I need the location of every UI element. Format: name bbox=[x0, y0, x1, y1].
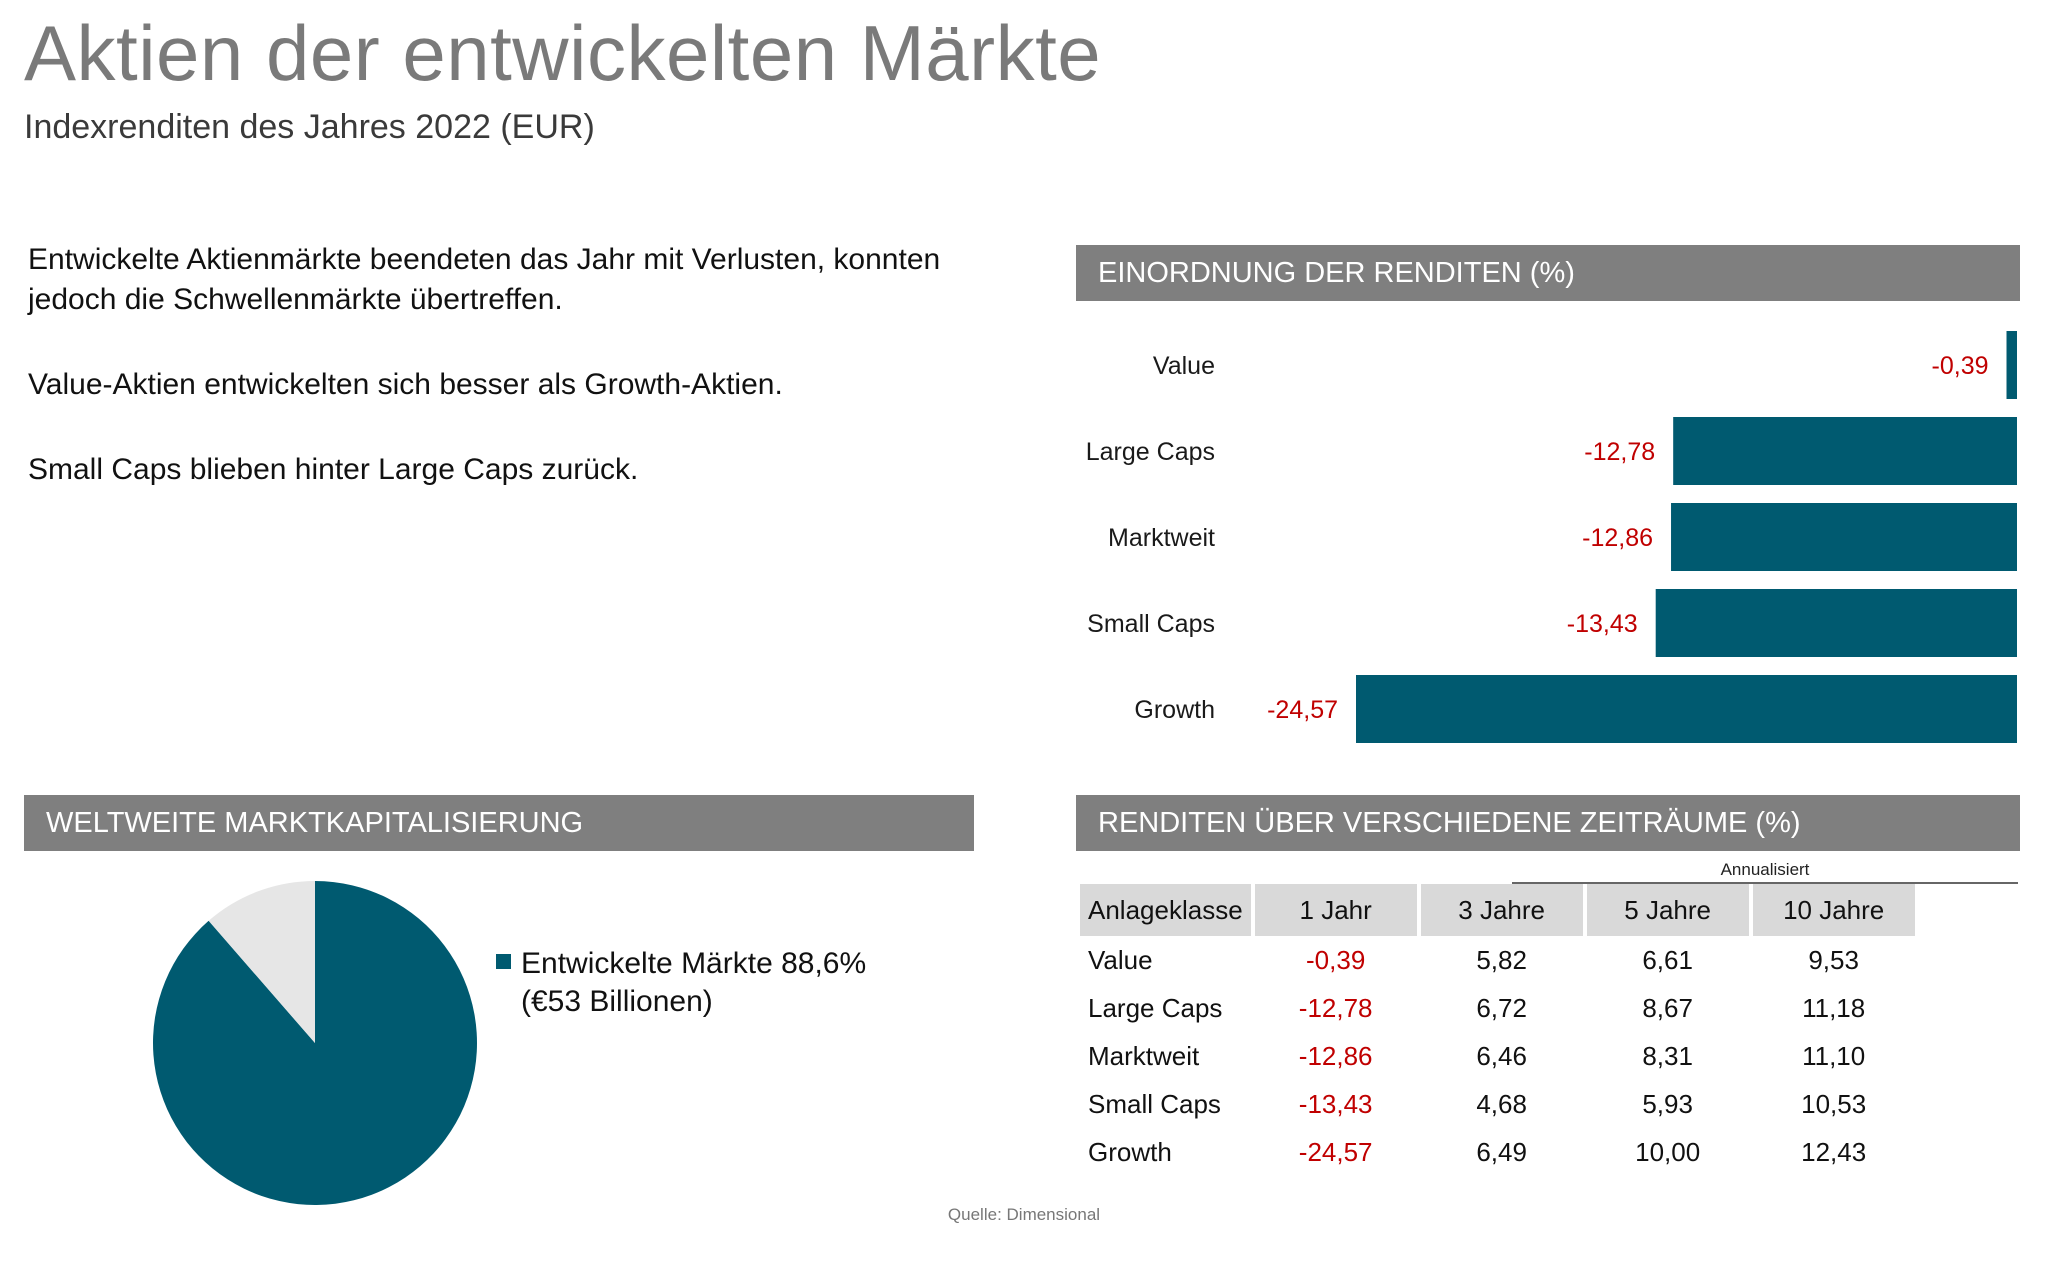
table-cell-10y: 11,10 bbox=[1802, 1040, 1866, 1071]
annualized-label: Annualisiert bbox=[1512, 860, 2018, 884]
column-header-asset-class: Anlageklasse bbox=[1080, 884, 1251, 936]
column-header-3y: 3 Jahre bbox=[1420, 884, 1583, 936]
table-cell-1y: -0,39 bbox=[1306, 944, 1366, 975]
table-row: Growth -24,57 6,49 10,00 12,43 bbox=[1080, 1128, 1915, 1176]
market-cap-pie-chart bbox=[153, 881, 477, 1205]
bar-category-label: Marktweit bbox=[1108, 524, 1215, 552]
table-cell-3y: 6,49 bbox=[1476, 1136, 1527, 1167]
bar-value-label: -0,39 bbox=[1932, 352, 1989, 380]
bar-value-label: -12,86 bbox=[1582, 524, 1653, 552]
table-cell-5y: 5,93 bbox=[1642, 1088, 1693, 1119]
pie-slice bbox=[208, 881, 315, 1043]
table-cell-3y: 5,82 bbox=[1476, 944, 1527, 975]
pie-legend-label: Entwickelte Märkte 88,6% bbox=[521, 947, 867, 980]
bar-category-label: Large Caps bbox=[1086, 438, 1215, 466]
returns-table-wrap: Anlageklasse 1 Jahr 3 Jahre 5 Jahre 10 J… bbox=[1076, 884, 1919, 1176]
returns-bar-chart: Value -0,39 Large Caps -12,78 Marktweit -12,8… bbox=[1086, 331, 2017, 743]
table-cell-10y: 11,18 bbox=[1802, 992, 1866, 1023]
pie-legend: Entwickelte Märkte 88,6% (€53 Billionen) bbox=[496, 945, 936, 1021]
bar-category-label: Small Caps bbox=[1087, 610, 1215, 638]
table-cell-5y: 8,31 bbox=[1642, 1040, 1693, 1071]
column-header-5y: 5 Jahre bbox=[1586, 884, 1749, 936]
bar bbox=[1671, 503, 2017, 571]
pie-legend-item: Entwickelte Märkte 88,6% bbox=[496, 945, 936, 983]
market-cap-header: WELTWEITE MARKTKAPITALISIERUNG bbox=[24, 795, 974, 851]
table-cell-10y: 10,53 bbox=[1801, 1088, 1867, 1119]
bar bbox=[1655, 589, 2017, 657]
bar-value-label: -12,78 bbox=[1584, 438, 1655, 466]
table-cell-class: Large Caps bbox=[1088, 992, 1223, 1023]
returns-chart-header: EINORDNUNG DER RENDITEN (%) bbox=[1076, 245, 2020, 301]
table-cell-5y: 6,61 bbox=[1642, 944, 1693, 975]
table-cell-class: Value bbox=[1088, 944, 1153, 975]
table-cell-3y: 6,72 bbox=[1476, 992, 1527, 1023]
bar-value-label: -13,43 bbox=[1567, 610, 1638, 638]
bar-category-label: Value bbox=[1153, 352, 1215, 380]
bar bbox=[1356, 675, 2017, 743]
source-note: Quelle: Dimensional bbox=[947, 1205, 1101, 1224]
summary-text: Entwickelte Aktienmärkte beendeten das J… bbox=[28, 240, 1008, 535]
summary-paragraph-3: Small Caps blieben hinter Large Caps zur… bbox=[28, 453, 639, 486]
table-cell-5y: 8,67 bbox=[1642, 992, 1693, 1023]
pie-legend-sublabel: (€53 Billionen) bbox=[521, 985, 713, 1018]
bar-category-label: Growth bbox=[1134, 696, 1215, 724]
bar bbox=[1673, 417, 2017, 485]
table-cell-3y: 4,68 bbox=[1476, 1088, 1527, 1119]
summary-paragraph-1: Entwickelte Aktienmärkte beendeten das J… bbox=[28, 243, 941, 316]
table-cell-3y: 6,46 bbox=[1476, 1040, 1527, 1071]
table-cell-class: Marktweit bbox=[1088, 1040, 1200, 1071]
table-row: Large Caps -12,78 6,72 8,67 11,18 bbox=[1080, 984, 1915, 1032]
returns-table: Anlageklasse 1 Jahr 3 Jahre 5 Jahre 10 J… bbox=[1076, 884, 1919, 1176]
periods-table-header: RENDITEN ÜBER VERSCHIEDENE ZEITRÄUME (%) bbox=[1076, 795, 2020, 851]
table-cell-1y: -24,57 bbox=[1298, 1136, 1373, 1167]
legend-swatch bbox=[496, 954, 511, 969]
column-header-1y: 1 Jahr bbox=[1254, 884, 1417, 936]
table-row: Value -0,39 5,82 6,61 9,53 bbox=[1080, 936, 1915, 984]
table-cell-class: Small Caps bbox=[1088, 1088, 1221, 1119]
page-subtitle: Indexrenditen des Jahres 2022 (EUR) bbox=[24, 108, 595, 146]
page-title: Aktien der entwickelten Märkte bbox=[24, 9, 1102, 97]
table-cell-10y: 12,43 bbox=[1801, 1136, 1867, 1167]
bar bbox=[2006, 331, 2017, 399]
column-header-10y: 10 Jahre bbox=[1752, 884, 1915, 936]
table-row: Small Caps -13,43 4,68 5,93 10,53 bbox=[1080, 1080, 1915, 1128]
table-cell-class: Growth bbox=[1088, 1136, 1172, 1167]
table-row: Marktweit -12,86 6,46 8,31 11,10 bbox=[1080, 1032, 1915, 1080]
table-cell-1y: -13,43 bbox=[1298, 1088, 1373, 1119]
summary-paragraph-2: Value-Aktien entwickelten sich besser al… bbox=[28, 368, 783, 401]
bar-value-label: -24,57 bbox=[1267, 696, 1338, 724]
table-cell-1y: -12,86 bbox=[1298, 1040, 1373, 1071]
table-cell-10y: 9,53 bbox=[1808, 944, 1859, 975]
table-cell-1y: -12,78 bbox=[1298, 992, 1373, 1023]
table-header-row: Anlageklasse 1 Jahr 3 Jahre 5 Jahre 10 J… bbox=[1080, 884, 1915, 936]
table-cell-5y: 10,00 bbox=[1635, 1136, 1701, 1167]
